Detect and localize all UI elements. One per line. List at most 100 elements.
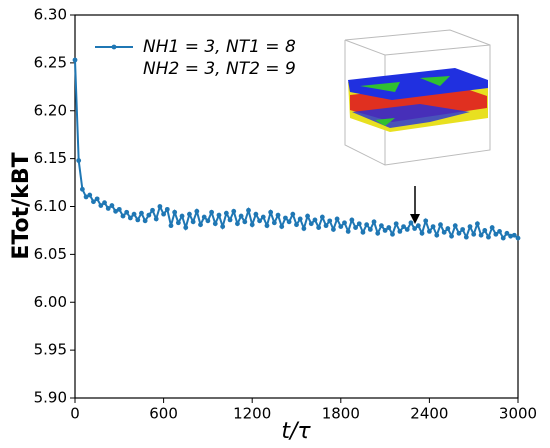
- data-point: [386, 225, 392, 230]
- data-point: [482, 228, 488, 233]
- data-point: [72, 57, 78, 63]
- data-point: [334, 216, 340, 222]
- x-tick-label: 2400: [410, 405, 448, 423]
- data-point: [279, 224, 285, 230]
- data-point: [220, 224, 226, 230]
- data-point: [412, 226, 418, 231]
- data-point: [467, 224, 473, 230]
- data-point: [379, 223, 384, 229]
- data-point: [463, 234, 469, 240]
- data-point: [438, 222, 443, 228]
- x-tick-label: 600: [149, 405, 178, 423]
- data-point: [390, 231, 395, 237]
- data-point: [478, 232, 484, 238]
- data-point: [131, 211, 137, 217]
- data-point: [135, 217, 141, 223]
- y-tick-label: 6.25: [34, 53, 67, 71]
- data-point: [342, 220, 347, 226]
- data-point: [91, 199, 96, 205]
- data-point: [408, 220, 414, 226]
- inset-image: [344, 29, 491, 166]
- y-tick-label: 6.10: [34, 197, 67, 215]
- y-tick-label: 6.05: [34, 245, 67, 263]
- data-point: [231, 208, 237, 214]
- data-point: [83, 194, 89, 200]
- data-point: [212, 221, 218, 227]
- legend-marker: [111, 44, 117, 50]
- data-point: [161, 211, 167, 217]
- data-point: [187, 211, 192, 217]
- data-point: [190, 219, 196, 225]
- data-point: [312, 217, 318, 223]
- data-point: [227, 217, 233, 223]
- x-tick-label: 1200: [233, 405, 271, 423]
- data-point: [113, 208, 119, 214]
- data-point: [205, 218, 211, 224]
- data-point: [153, 216, 159, 222]
- data-point: [253, 211, 259, 217]
- data-point: [238, 213, 244, 219]
- data-point: [94, 196, 100, 202]
- data-point: [223, 210, 229, 216]
- data-point: [157, 204, 163, 209]
- data-point: [456, 230, 462, 236]
- data-point: [500, 235, 506, 241]
- data-point: [338, 224, 344, 230]
- data-point: [360, 229, 366, 235]
- data-point: [102, 200, 107, 206]
- data-point: [209, 209, 214, 215]
- data-point: [294, 222, 299, 228]
- data-point: [434, 232, 440, 238]
- data-point: [120, 213, 126, 219]
- data-point: [489, 225, 495, 230]
- data-point: [235, 221, 240, 227]
- data-point: [127, 215, 133, 221]
- data-point: [249, 222, 255, 228]
- data-point: [257, 218, 262, 224]
- data-point: [290, 211, 296, 217]
- data-point: [301, 226, 307, 231]
- data-point: [493, 231, 499, 237]
- data-point: [271, 220, 277, 226]
- data-point: [246, 207, 251, 213]
- data-point: [316, 225, 322, 230]
- data-point: [198, 222, 203, 228]
- data-point: [168, 223, 174, 229]
- data-point: [449, 233, 454, 239]
- data-point: [87, 192, 93, 198]
- data-point: [345, 228, 351, 234]
- data-point: [452, 223, 458, 229]
- data-point: [76, 158, 82, 163]
- data-point: [268, 209, 274, 215]
- data-point: [401, 224, 406, 230]
- data-point: [142, 218, 148, 224]
- data-point: [139, 210, 144, 216]
- data-point: [445, 226, 451, 231]
- data-point: [109, 203, 115, 208]
- data-point: [474, 221, 480, 227]
- data-point: [124, 209, 130, 215]
- data-point: [423, 218, 429, 224]
- data-point: [242, 219, 248, 225]
- data-point: [393, 221, 399, 227]
- data-point: [297, 216, 303, 222]
- data-point: [397, 228, 403, 234]
- data-point: [179, 213, 185, 219]
- data-point: [264, 223, 270, 229]
- data-point: [367, 227, 373, 232]
- data-point: [471, 231, 477, 237]
- data-point: [371, 219, 377, 225]
- data-point: [308, 221, 314, 227]
- legend-label: NH1 = 3, NT1 = 8: [143, 37, 296, 57]
- data-point: [275, 212, 281, 218]
- data-point: [497, 228, 502, 234]
- data-point: [105, 206, 111, 211]
- data-point: [441, 229, 447, 235]
- data-point: [201, 214, 207, 220]
- x-tick-label: 0: [70, 405, 80, 423]
- data-point: [319, 214, 325, 220]
- data-point: [349, 217, 355, 223]
- data-point: [382, 228, 388, 233]
- data-point: [331, 227, 336, 232]
